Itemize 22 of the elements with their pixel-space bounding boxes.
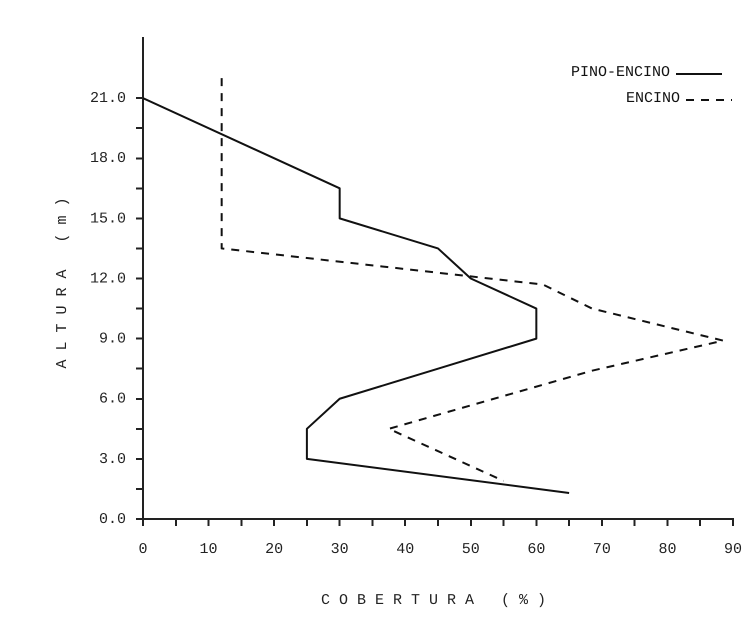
y-tick-label: 21.0 <box>90 90 126 108</box>
x-axis-title: COBERTURA (%) <box>320 592 556 609</box>
x-tick-label: 50 <box>462 540 480 558</box>
x-tick-label: 30 <box>330 540 349 558</box>
x-tick-label: 80 <box>658 540 676 558</box>
x-tick-label: 60 <box>527 540 546 558</box>
legend-label: ENCINO <box>626 90 680 107</box>
x-tick-label: 0 <box>138 540 148 558</box>
x-tick-label: 20 <box>265 540 284 558</box>
y-tick-label: 9.0 <box>98 330 126 348</box>
y-tick-label: 3.0 <box>98 450 126 468</box>
x-tick-label: 10 <box>200 540 218 558</box>
x-tick-label: 70 <box>592 540 611 558</box>
y-tick-label: 0.0 <box>98 510 126 528</box>
y-tick-label: 6.0 <box>98 390 126 408</box>
y-tick-label: 12.0 <box>90 270 126 288</box>
y-tick-label: 18.0 <box>90 150 126 168</box>
y-axis-title: ALTURA (m) <box>54 188 71 369</box>
legend-label: PINO-ENCINO <box>570 64 670 81</box>
x-tick-label: 40 <box>396 540 414 558</box>
y-tick-label: 15.0 <box>90 210 126 228</box>
x-tick-label: 90 <box>724 540 742 558</box>
